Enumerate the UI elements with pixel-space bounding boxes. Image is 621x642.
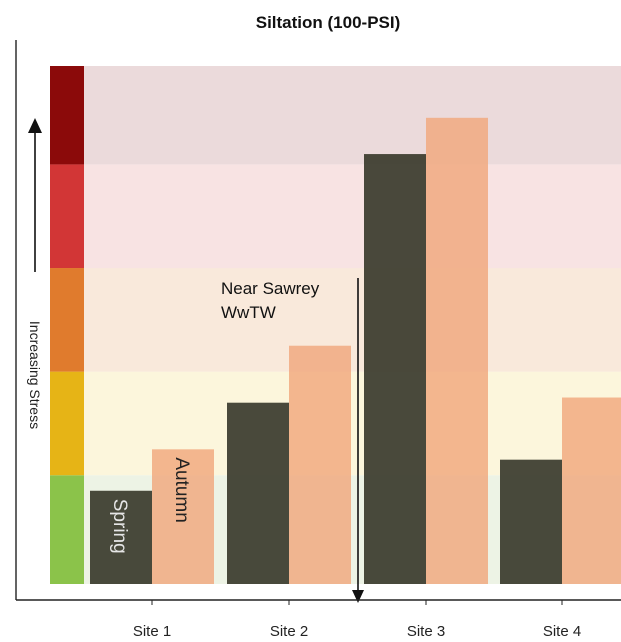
bar-labels: Spring Autumn [109,457,192,553]
bar-autumn-site-4 [562,397,621,584]
stress-band-color-3 [50,268,84,372]
bar-autumn-site-3 [426,117,488,585]
stress-band-color-1 [50,475,84,584]
bar-spring-site-2 [227,402,289,584]
y-axis-label: Increasing Stress [27,321,43,429]
x-ticks: Site 1 Site 2 Site 3 Site 4 [133,600,581,640]
stress-band-color-2 [50,371,84,476]
annotation-arrow-head [352,590,364,603]
annotation-text-line-1: Near Sawrey [221,279,320,298]
x-tick-label-2: Site 2 [270,623,308,640]
stress-arrow [28,118,42,272]
bars [90,117,621,585]
bar-autumn-site-2 [289,345,351,584]
bar-spring-site-3 [364,154,426,584]
stress-band-color-5 [50,66,84,165]
stress-band-color-4 [50,164,84,269]
x-tick-label-1: Site 1 [133,623,171,640]
x-tick-label-4: Site 4 [543,623,581,640]
bar-spring-site-4 [500,459,562,584]
bar-spring-site-1 [90,490,152,584]
bar-autumn-site-1 [152,449,214,584]
bar-label-spring: Spring [109,499,130,554]
stress-bands [50,66,621,584]
stress-band-background-3 [84,268,621,372]
chart-title: Siltation (100-PSI) [256,13,401,32]
x-tick-label-3: Site 3 [407,623,445,640]
bar-label-autumn: Autumn [171,457,192,522]
stress-band-background-5 [84,66,621,165]
annotation: Near Sawrey WwTW [221,278,364,603]
annotation-text-line-2: WwTW [221,303,276,322]
stress-band-background-4 [84,164,621,269]
